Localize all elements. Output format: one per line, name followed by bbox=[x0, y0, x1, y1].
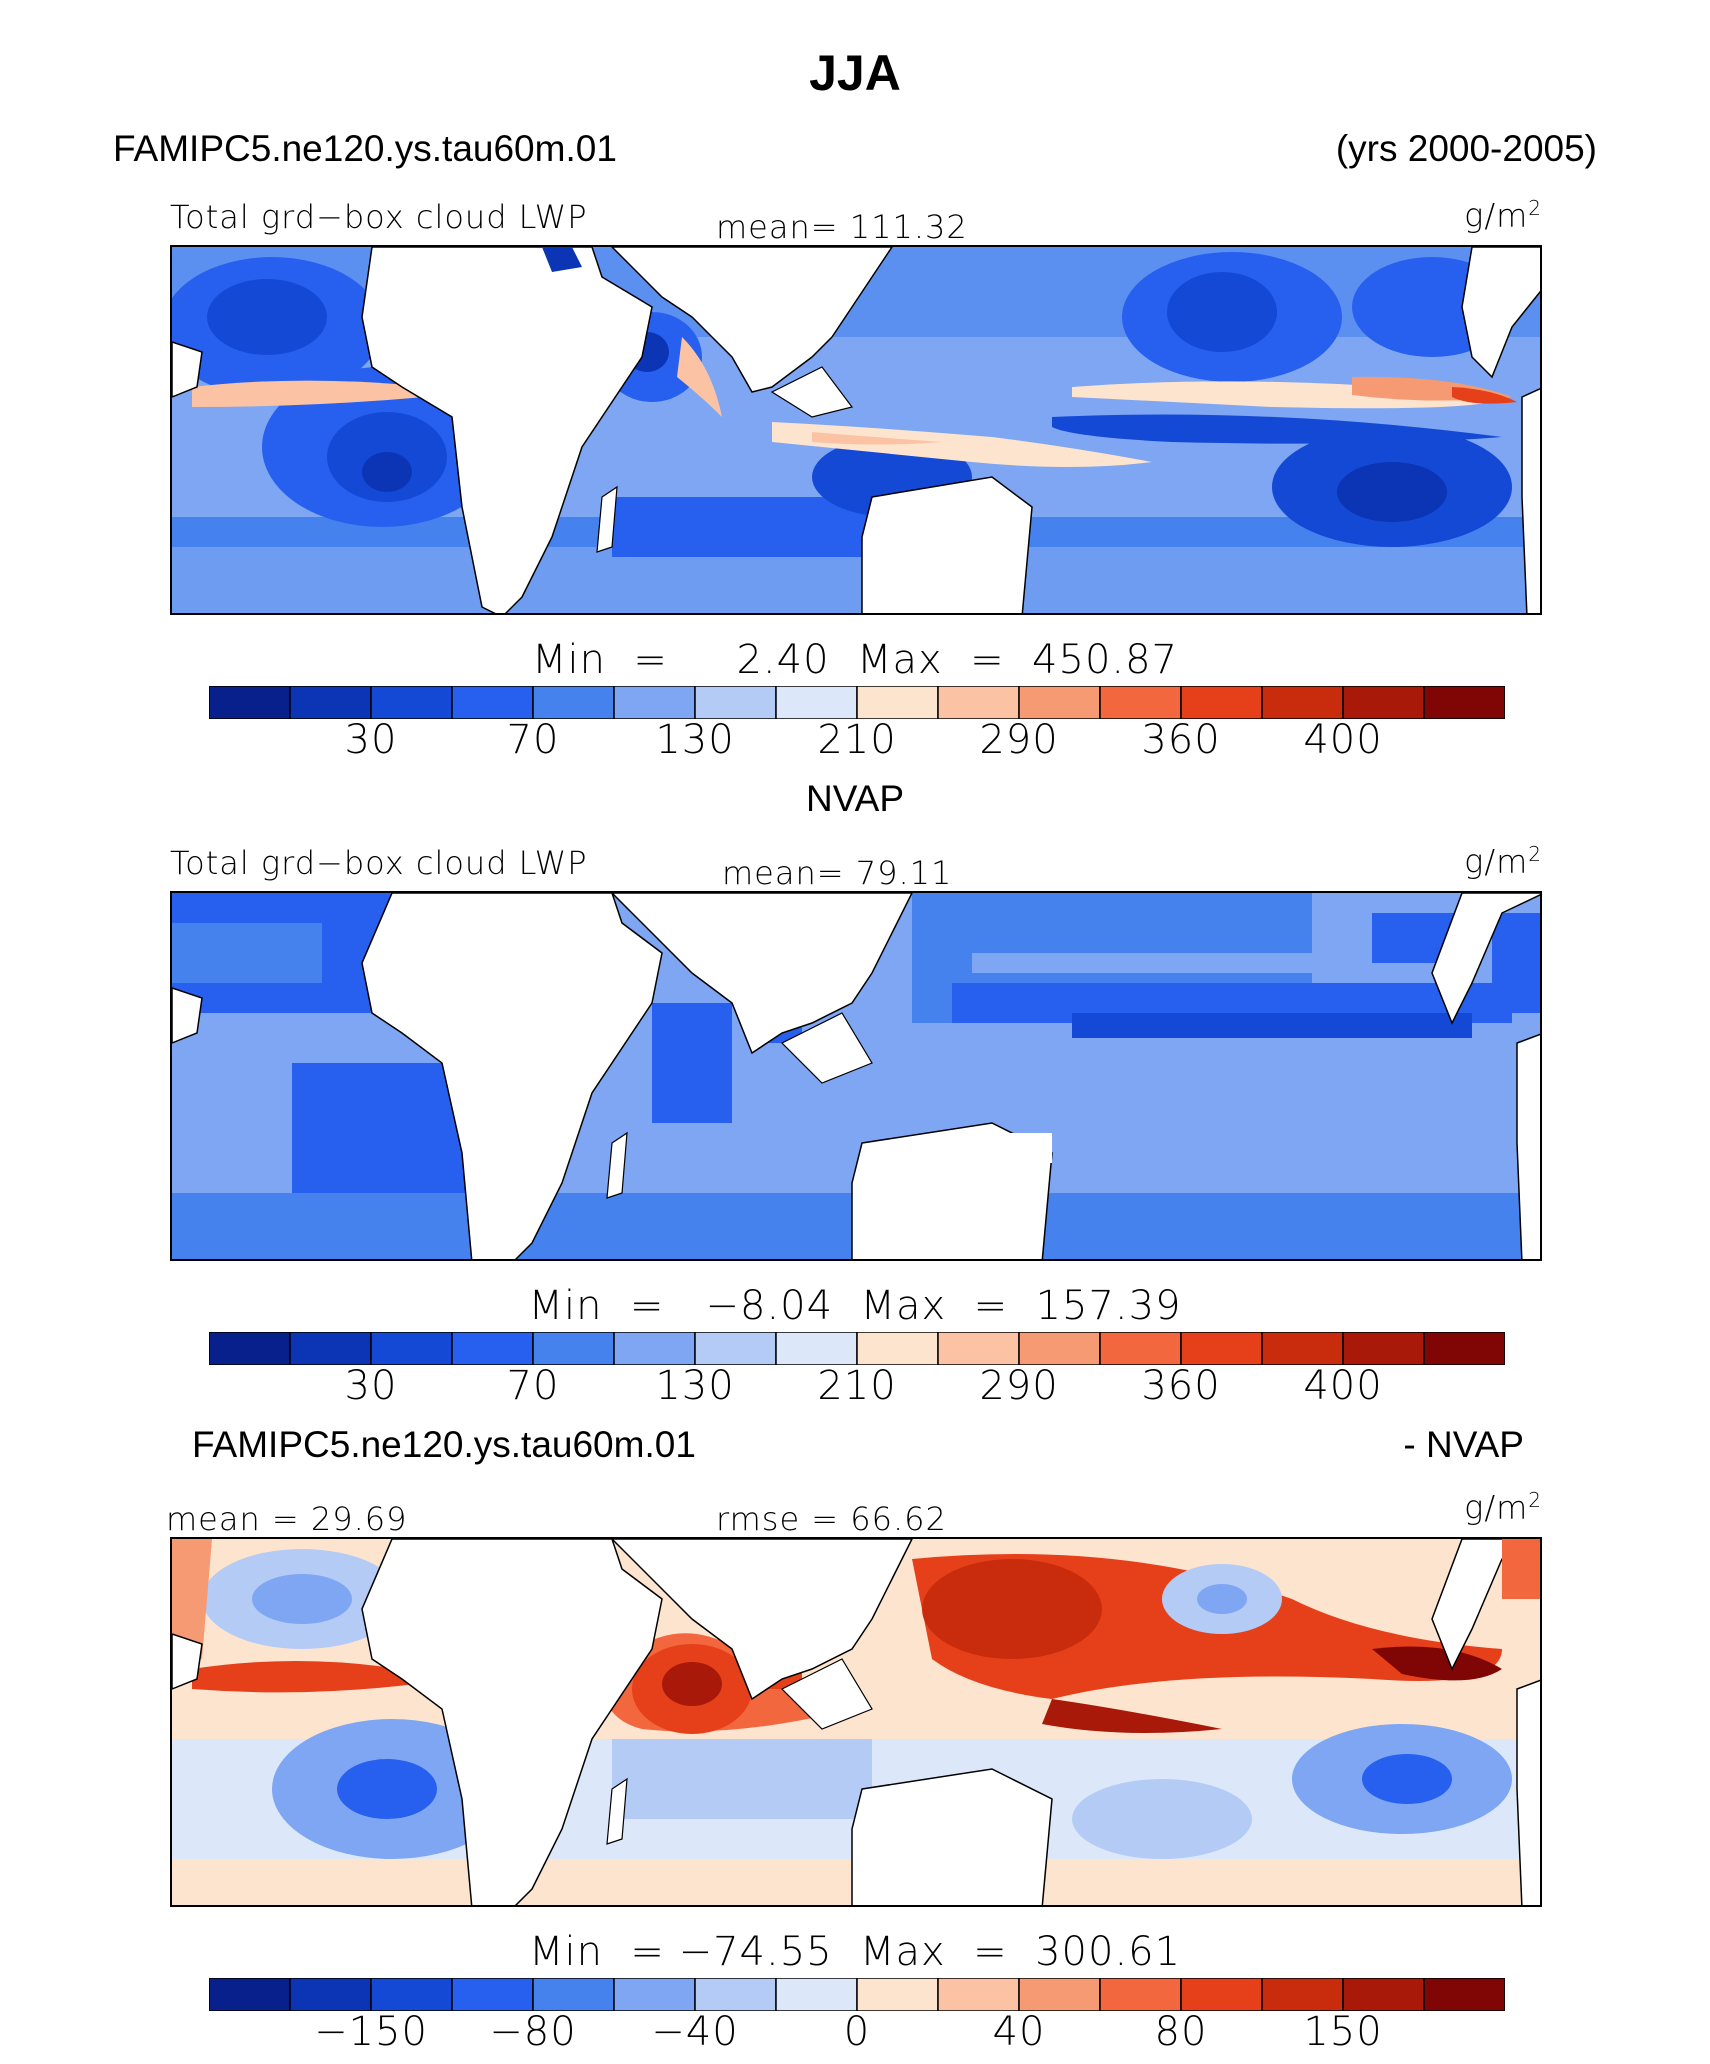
colorbar-tick-label: 130 bbox=[655, 1363, 735, 1409]
colorbar-swatch bbox=[775, 1978, 858, 2011]
colorbar-swatch bbox=[289, 686, 372, 719]
colorbar-tick-label: 150 bbox=[1303, 2009, 1383, 2055]
colorbar-swatch bbox=[1261, 686, 1344, 719]
colorbar-tick-label: 40 bbox=[992, 2009, 1046, 2055]
colorbar-swatch bbox=[1180, 1978, 1263, 2011]
panel2-units-label: g/m2 bbox=[1464, 842, 1542, 881]
panel1-colorbar bbox=[209, 686, 1505, 719]
colorbar-tick-label: 290 bbox=[979, 717, 1059, 763]
colorbar-swatch bbox=[1342, 1978, 1425, 2011]
colorbar-tick-label: −40 bbox=[651, 2009, 739, 2055]
colorbar-swatch bbox=[532, 686, 615, 719]
colorbar-tick-label: 400 bbox=[1303, 717, 1383, 763]
colorbar-swatch bbox=[1261, 1978, 1344, 2011]
colorbar-swatch bbox=[1423, 686, 1505, 719]
colorbar-swatch bbox=[775, 1332, 858, 1365]
colorbar-tick-label: 210 bbox=[817, 1363, 897, 1409]
panel1-map bbox=[170, 245, 1542, 615]
colorbar-swatch bbox=[856, 1978, 939, 2011]
panel2-case-label: NVAP bbox=[805, 778, 904, 819]
panel3-minmax-label: Min = −74.55 Max = 300.61 bbox=[528, 1929, 1182, 1975]
colorbar-swatch bbox=[613, 1332, 696, 1365]
panel1-colorbar-labels: 30 70 130 210 290 360 400 bbox=[209, 717, 1505, 767]
colorbar-tick-label: 360 bbox=[1141, 1363, 1221, 1409]
panel3-map bbox=[170, 1537, 1542, 1907]
colorbar-swatch bbox=[1261, 1332, 1344, 1365]
colorbar-swatch bbox=[1018, 686, 1101, 719]
colorbar-swatch bbox=[370, 1332, 453, 1365]
colorbar-tick-label: −80 bbox=[489, 2009, 577, 2055]
colorbar-swatch bbox=[694, 686, 777, 719]
colorbar-swatch bbox=[1018, 1978, 1101, 2011]
colorbar-swatch bbox=[532, 1978, 615, 2011]
panel3-rmse-label: rmse = 66.62 bbox=[716, 1500, 947, 1538]
colorbar-swatch bbox=[613, 1978, 696, 2011]
colorbar-tick-label: −150 bbox=[314, 2009, 428, 2055]
panel2-minmax-label: Min = −8.04 Max = 157.39 bbox=[528, 1283, 1182, 1329]
panel3-colorbar-labels: −150 −80 −40 0 40 80 150 bbox=[209, 2009, 1505, 2059]
colorbar-swatch bbox=[937, 1978, 1020, 2011]
panel2-colorbar-labels: 30 70 130 210 290 360 400 bbox=[209, 1363, 1505, 1413]
panel1-mean-label: mean= 111.32 bbox=[716, 208, 968, 246]
panel3-suffix-label: - NVAP bbox=[1403, 1424, 1524, 1465]
colorbar-tick-label: 400 bbox=[1303, 1363, 1383, 1409]
colorbar-tick-label: 70 bbox=[506, 717, 560, 763]
colorbar-tick-label: 0 bbox=[843, 2009, 871, 2055]
colorbar-tick-label: 80 bbox=[1154, 2009, 1208, 2055]
panel1-minmax-label: Min = 2.40 Max = 450.87 bbox=[531, 637, 1179, 683]
panel3-units-label: g/m2 bbox=[1464, 1488, 1542, 1527]
panel1-years-label: (yrs 2000-2005) bbox=[1335, 128, 1597, 169]
colorbar-tick-label: 210 bbox=[817, 717, 897, 763]
colorbar-swatch bbox=[856, 1332, 939, 1365]
colorbar-swatch bbox=[532, 1332, 615, 1365]
colorbar-swatch bbox=[451, 1978, 534, 2011]
colorbar-swatch bbox=[289, 1332, 372, 1365]
panel3-mean-label: mean = 29.69 bbox=[166, 1500, 408, 1538]
colorbar-tick-label: 360 bbox=[1141, 717, 1221, 763]
panel1-variable-label: Total grd−box cloud LWP bbox=[170, 198, 588, 236]
panel2-colorbar bbox=[209, 1332, 1505, 1365]
colorbar-swatch bbox=[694, 1332, 777, 1365]
colorbar-swatch bbox=[1423, 1978, 1505, 2011]
colorbar-swatch bbox=[451, 686, 534, 719]
colorbar-swatch bbox=[1099, 1332, 1182, 1365]
colorbar-swatch bbox=[370, 1978, 453, 2011]
colorbar-swatch bbox=[1342, 686, 1425, 719]
page-title: JJA bbox=[809, 45, 901, 101]
panel2-variable-label: Total grd−box cloud LWP bbox=[170, 844, 588, 882]
panel3-colorbar bbox=[209, 1978, 1505, 2011]
colorbar-tick-label: 70 bbox=[506, 1363, 560, 1409]
colorbar-swatch bbox=[937, 686, 1020, 719]
colorbar-tick-label: 30 bbox=[344, 1363, 398, 1409]
panel2-map bbox=[170, 891, 1542, 1261]
colorbar-swatch bbox=[1099, 686, 1182, 719]
colorbar-swatch bbox=[1180, 1332, 1263, 1365]
colorbar-tick-label: 30 bbox=[344, 717, 398, 763]
colorbar-tick-label: 290 bbox=[979, 1363, 1059, 1409]
colorbar-swatch bbox=[451, 1332, 534, 1365]
colorbar-swatch bbox=[289, 1978, 372, 2011]
colorbar-swatch bbox=[1342, 1332, 1425, 1365]
colorbar-swatch bbox=[775, 686, 858, 719]
colorbar-swatch bbox=[209, 1978, 291, 2011]
panel1-case-label: FAMIPC5.ne120.ys.tau60m.01 bbox=[113, 128, 617, 169]
colorbar-swatch bbox=[209, 686, 291, 719]
colorbar-swatch bbox=[856, 686, 939, 719]
panel1-units-label: g/m2 bbox=[1464, 196, 1542, 235]
panel3-case-label: FAMIPC5.ne120.ys.tau60m.01 bbox=[192, 1424, 696, 1465]
colorbar-swatch bbox=[370, 686, 453, 719]
panel2-mean-label: mean= 79.11 bbox=[722, 854, 953, 892]
colorbar-swatch bbox=[613, 686, 696, 719]
colorbar-swatch bbox=[1423, 1332, 1505, 1365]
colorbar-swatch bbox=[1018, 1332, 1101, 1365]
colorbar-tick-label: 130 bbox=[655, 717, 735, 763]
colorbar-swatch bbox=[937, 1332, 1020, 1365]
colorbar-swatch bbox=[1180, 686, 1263, 719]
colorbar-swatch bbox=[694, 1978, 777, 2011]
colorbar-swatch bbox=[1099, 1978, 1182, 2011]
colorbar-swatch bbox=[209, 1332, 291, 1365]
